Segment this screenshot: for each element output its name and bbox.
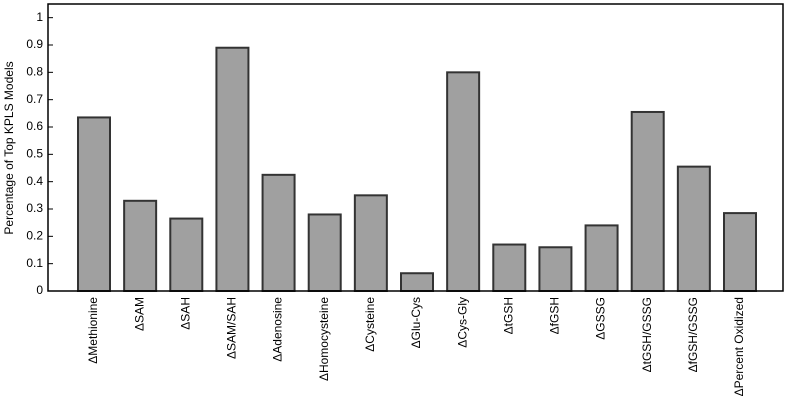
y-tick-label: 0.5 <box>26 147 43 161</box>
bar <box>538 246 573 292</box>
x-tick-label: ΔHomocysteine <box>317 297 331 381</box>
x-tick-label: ΔSAM/SAH <box>225 297 239 359</box>
x-tick-label: ΔfGSH <box>548 297 562 334</box>
x-tick-label: ΔPercent Oxidized <box>732 297 746 396</box>
bar <box>77 116 111 292</box>
x-tick-label: ΔSAH <box>178 297 192 330</box>
y-tick-label: 0.9 <box>26 37 43 51</box>
y-axis-label: Percentage of Top KPLS Models <box>2 61 16 234</box>
plot-frame <box>47 3 784 292</box>
bar <box>446 71 481 293</box>
y-tick-label: 0.6 <box>26 119 43 133</box>
bar <box>723 212 757 293</box>
y-tick-label: 0.3 <box>26 201 43 215</box>
bar <box>584 224 619 292</box>
bar <box>307 213 342 292</box>
y-tick-label: 1 <box>36 10 43 24</box>
y-tick-label: 0.7 <box>26 92 43 106</box>
bar <box>630 110 665 293</box>
x-tick-label: ΔGlu-Cys <box>409 297 423 348</box>
y-tick-label: 0.2 <box>26 229 43 243</box>
x-tick-label: ΔCysteine <box>363 297 377 352</box>
bar <box>353 194 388 292</box>
x-tick-label: ΔCys-Gly <box>455 297 469 348</box>
y-tick-label: 0.1 <box>26 256 43 270</box>
x-tick-label: ΔfGSH/GSSG <box>686 297 700 372</box>
x-tick-label: ΔGSSG <box>594 297 608 340</box>
x-tick-label: ΔSAM <box>132 297 146 331</box>
bar <box>400 272 434 293</box>
y-tick-label: 0 <box>36 283 43 297</box>
bar <box>492 243 527 293</box>
y-tick-label: 0.8 <box>26 65 43 79</box>
bar <box>215 46 250 292</box>
bar <box>261 173 296 292</box>
x-tick-label: ΔMethionine <box>86 297 100 364</box>
bar <box>169 217 204 292</box>
y-tick-label: 0.4 <box>26 174 43 188</box>
x-tick-label: ΔAdenosine <box>271 297 285 362</box>
x-tick-label: ΔtGSH/GSSG <box>640 297 654 372</box>
x-tick-label: ΔtGSH <box>501 297 515 334</box>
bar <box>123 199 158 292</box>
bar <box>676 165 711 292</box>
